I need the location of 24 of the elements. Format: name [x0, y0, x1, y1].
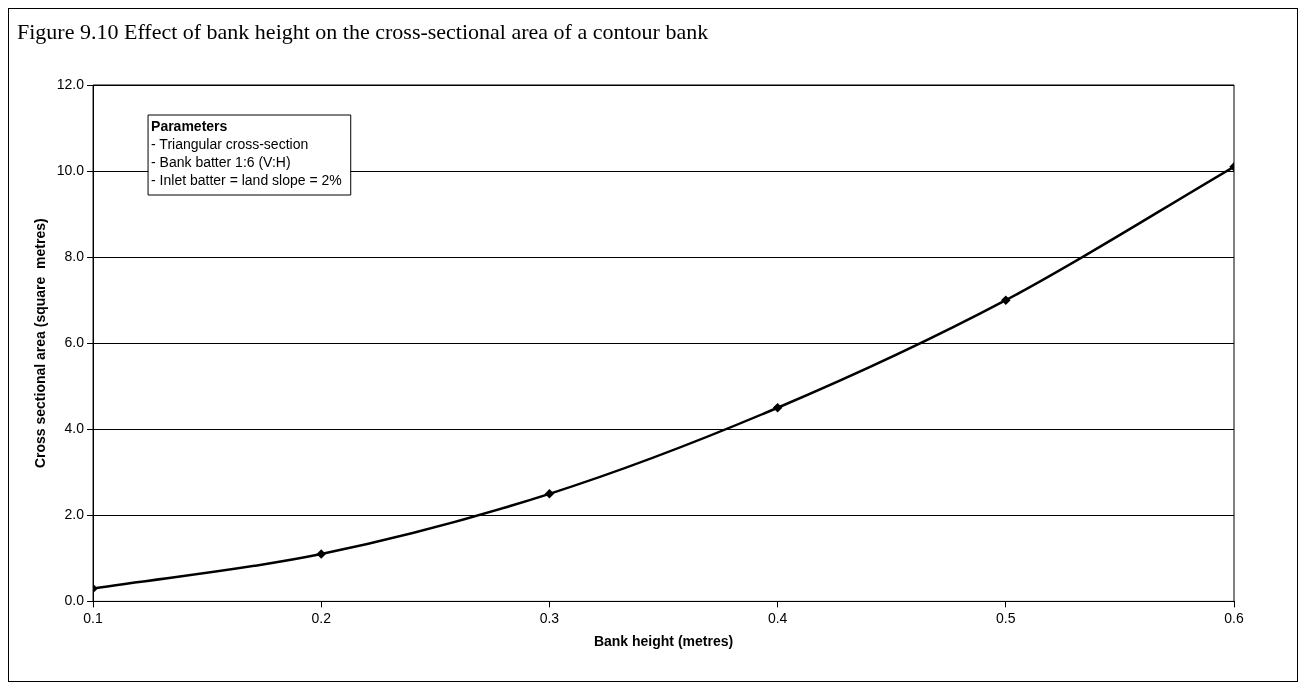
- x-tick-label: 0.6: [1224, 609, 1244, 626]
- y-tick-label: 2.0: [64, 506, 85, 523]
- point: [1001, 295, 1011, 305]
- y-tick-label: 4.0: [64, 420, 85, 437]
- x-tick-label: 0.4: [767, 609, 788, 626]
- annotation: Parameters: [151, 117, 228, 134]
- annotation: - Inlet batter = land slope = 2%: [151, 171, 342, 188]
- point: [773, 403, 782, 412]
- annotation: - Bank batter 1:6 (V:H): [151, 153, 291, 170]
- y-tick-label: 6.0: [64, 334, 85, 351]
- x-tick-label: 0.3: [539, 609, 560, 626]
- y-axis-title: Cross sectional area (square metres): [32, 218, 49, 469]
- x-axis-title: Bank height (metres): [593, 633, 734, 650]
- x-tick-label: 0.5: [996, 609, 1016, 626]
- y-tick-label: 12.0: [56, 75, 85, 92]
- y-tick-label: 10.0: [56, 161, 85, 178]
- chart-title: Figure 9.10 Effect of bank height on the cross-sectional area of a contour bank: [16, 18, 710, 45]
- x-tick-label: 0.2: [311, 609, 332, 626]
- point: [316, 549, 326, 559]
- x-tick-label: 0.1: [83, 609, 103, 626]
- y-tick-label: 8.0: [64, 247, 85, 264]
- y-tick-label: 0.0: [64, 592, 85, 609]
- annotation: - Triangular cross-section: [151, 135, 309, 152]
- point: [545, 489, 554, 499]
